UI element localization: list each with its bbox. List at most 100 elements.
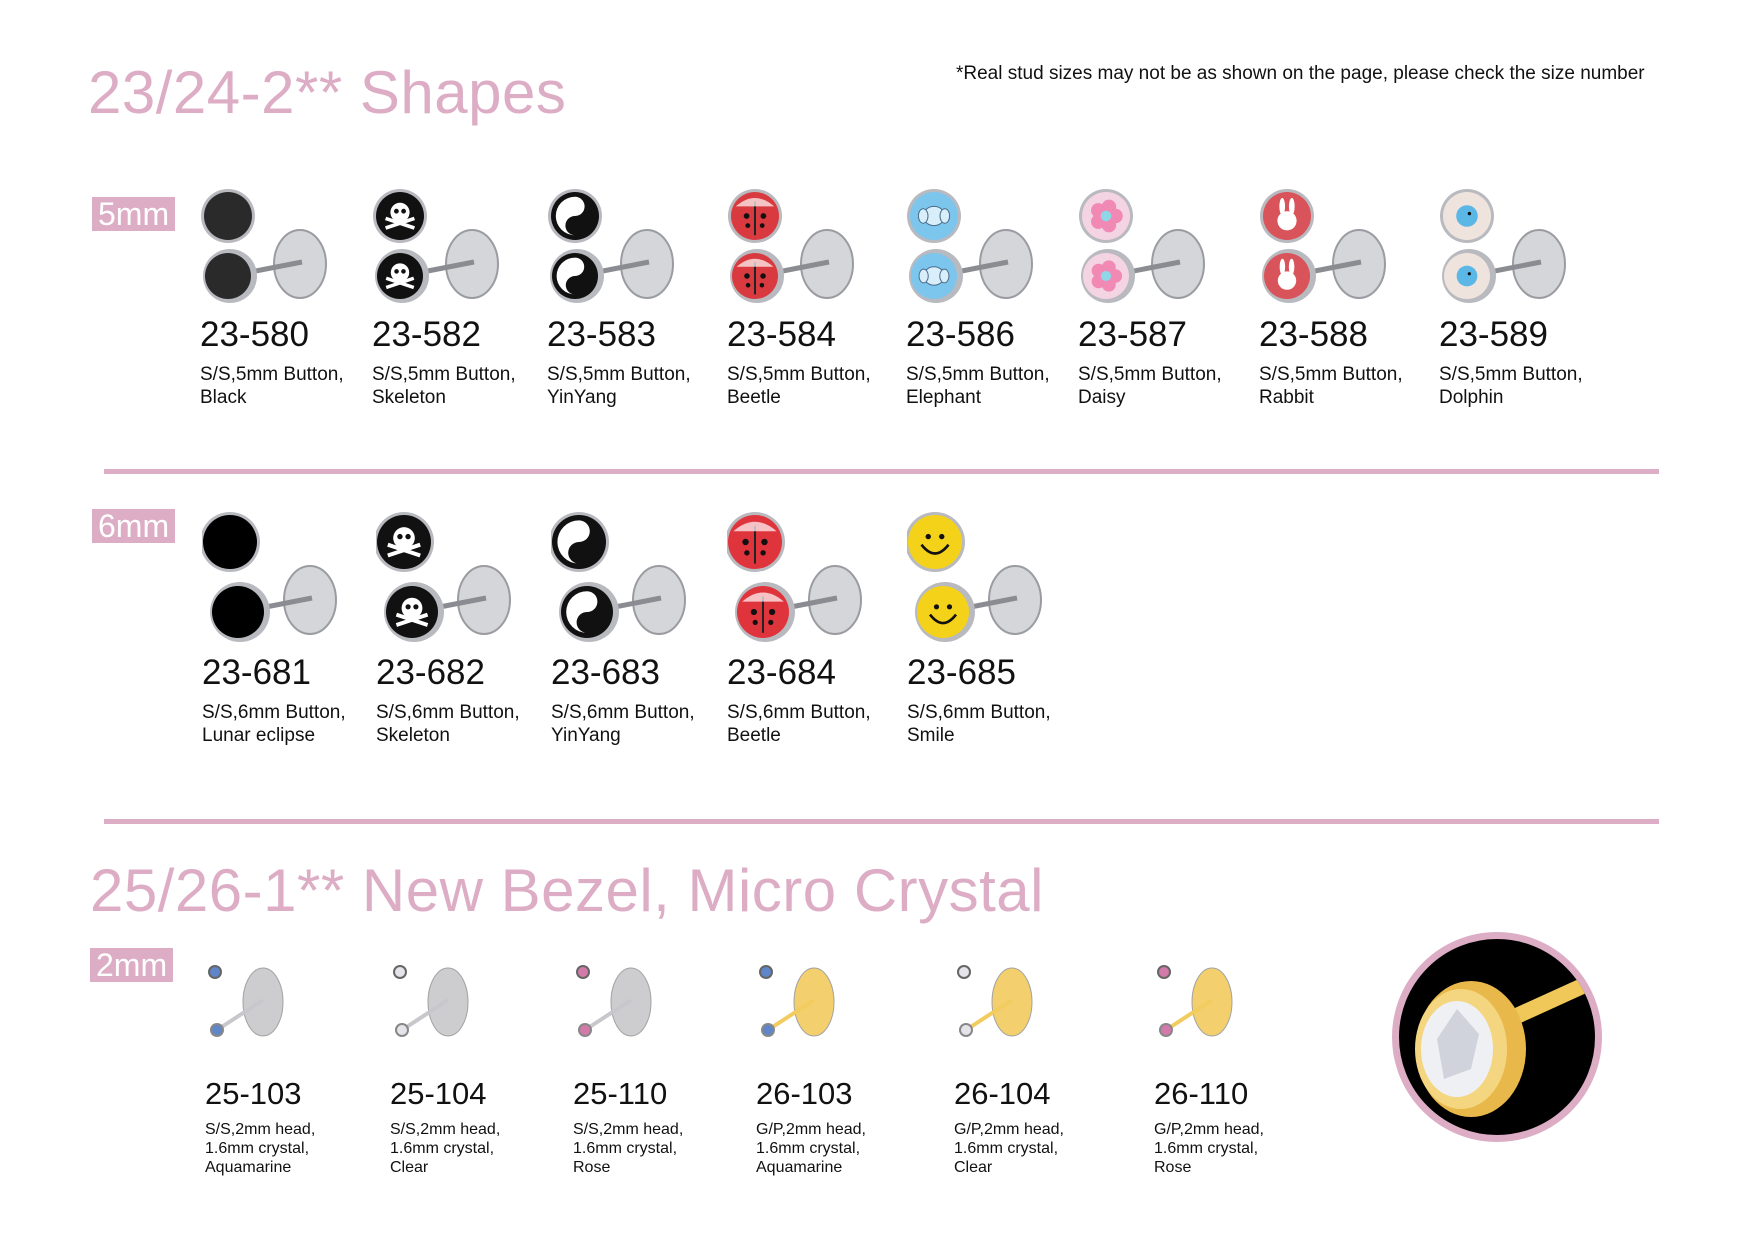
product-item: 23-587 S/S,5mm Button, Daisy [1078,186,1248,409]
product-item: 25-110 S/S,2mm head, 1.6mm crystal, Rose [573,960,743,1177]
section-title-bezel-crystal: 25/26-1** New Bezel, Micro Crystal [90,857,1045,924]
description-line: S/S,2mm head, [573,1121,684,1138]
product-description: S/S,6mm Button, YinYang [551,701,721,747]
product-code: 23-683 [551,653,660,692]
product-description: S/S,6mm Button, Beetle [727,701,897,747]
product-description: S/S,5mm Button, Skeleton [372,363,542,409]
product-description: G/P,2mm head, 1.6mm crystal, Rose [1154,1120,1324,1177]
description-line: Beetle [727,725,781,746]
product-item: 23-589 S/S,5mm Button, Dolphin [1439,186,1609,409]
description-line: Daisy [1078,387,1126,408]
product-description: S/S,5mm Button, Daisy [1078,363,1248,409]
product-item: 25-104 S/S,2mm head, 1.6mm crystal, Clea… [390,960,560,1177]
description-line: S/S,6mm Button, [376,702,520,723]
description-line: Dolphin [1439,387,1504,408]
product-code: 23-588 [1259,315,1368,354]
earring-image [372,186,542,309]
product-code: 26-103 [756,1076,853,1111]
product-description: G/P,2mm head, 1.6mm crystal, Aquamarine [756,1120,926,1177]
product-code: 23-681 [202,653,311,692]
description-line: S/S,2mm head, [205,1121,316,1138]
product-item: 26-110 G/P,2mm head, 1.6mm crystal, Rose [1154,960,1324,1177]
product-code: 25-110 [573,1076,668,1111]
section-title-shapes: 23/24-2** Shapes [88,59,567,126]
product-description: S/S,2mm head, 1.6mm crystal, Clear [390,1120,560,1177]
description-line: 1.6mm crystal, [756,1140,861,1157]
size-badge-6mm: 6mm [92,509,176,543]
product-description: S/S,6mm Button, Lunar eclipse [202,701,372,747]
product-item: 26-103 G/P,2mm head, 1.6mm crystal, Aqua… [756,960,926,1177]
product-item: 23-583 S/S,5mm Button, YinYang [547,186,717,409]
product-code: 23-580 [200,315,309,354]
product-description: S/S,2mm head, 1.6mm crystal, Rose [573,1120,743,1177]
description-line: G/P,2mm head, [756,1121,866,1138]
description-line: Aquamarine [205,1159,292,1176]
description-line: Rabbit [1259,387,1314,408]
earring-image [1259,186,1429,309]
description-line: Rose [1154,1159,1192,1176]
product-item: 23-684 S/S,6mm Button, Beetle [727,512,897,747]
earring-image [906,186,1076,309]
earring-image [954,960,1124,1070]
product-code: 23-584 [727,315,836,354]
product-code: 25-104 [390,1076,487,1111]
earring-image [1154,960,1324,1070]
description-line: S/S,5mm Button, [372,364,516,385]
description-line: Skeleton [372,387,446,408]
description-line: Elephant [906,387,982,408]
description-line: S/S,6mm Button, [202,702,346,723]
earring-image [376,512,546,647]
description-line: 1.6mm crystal, [954,1140,1059,1157]
description-line: S/S,5mm Button, [1259,364,1403,385]
product-item: 23-582 S/S,5mm Button, Skeleton [372,186,542,409]
description-line: S/S,5mm Button, [200,364,344,385]
earring-image [727,512,897,647]
product-item: 23-685 S/S,6mm Button, Smile [907,512,1077,747]
section-divider [104,469,1659,474]
product-item: 23-584 S/S,5mm Button, Beetle [727,186,897,409]
earring-image [1078,186,1248,309]
description-line: Clear [954,1159,993,1176]
product-code: 23-583 [547,315,656,354]
product-item: 26-104 G/P,2mm head, 1.6mm crystal, Clea… [954,960,1124,1177]
product-description: S/S,5mm Button, Rabbit [1259,363,1429,409]
description-line: S/S,5mm Button, [727,364,871,385]
product-item: 23-681 S/S,6mm Button, Lunar eclipse [202,512,372,747]
size-badge-2mm: 2mm [90,948,174,982]
description-line: S/S,5mm Button, [547,364,691,385]
description-line: 1.6mm crystal, [390,1140,495,1157]
product-description: S/S,6mm Button, Skeleton [376,701,546,747]
description-line: YinYang [551,725,621,746]
product-description: S/S,5mm Button, Black [200,363,370,409]
product-item: 25-103 S/S,2mm head, 1.6mm crystal, Aqua… [205,960,375,1177]
description-line: Skeleton [376,725,450,746]
earring-image [202,512,372,647]
size-disclaimer-note: *Real stud sizes may not be as shown on … [956,63,1645,84]
earring-image [727,186,897,309]
description-line: Clear [390,1159,429,1176]
description-line: Aquamarine [756,1159,843,1176]
earring-image [907,512,1077,647]
description-line: Lunar eclipse [202,725,316,746]
product-code: 23-586 [906,315,1015,354]
product-item: 23-588 S/S,5mm Button, Rabbit [1259,186,1429,409]
description-line: 1.6mm crystal, [573,1140,678,1157]
product-description: S/S,6mm Button, Smile [907,701,1077,747]
earring-image [1439,186,1609,309]
product-description: S/S,5mm Button, YinYang [547,363,717,409]
product-code: 23-582 [372,315,481,354]
earring-image [573,960,743,1070]
description-line: S/S,6mm Button, [727,702,871,723]
product-code: 25-103 [205,1076,302,1111]
description-line: G/P,2mm head, [1154,1121,1264,1138]
description-line: 1.6mm crystal, [205,1140,310,1157]
description-line: G/P,2mm head, [954,1121,1064,1138]
product-description: S/S,5mm Button, Elephant [906,363,1076,409]
crystal-closeup-image [1392,932,1602,1142]
description-line: S/S,2mm head, [390,1121,501,1138]
product-code: 23-587 [1078,315,1187,354]
product-code: 23-685 [907,653,1016,692]
description-line: Beetle [727,387,781,408]
description-line: 1.6mm crystal, [1154,1140,1259,1157]
description-line: Smile [907,725,955,746]
